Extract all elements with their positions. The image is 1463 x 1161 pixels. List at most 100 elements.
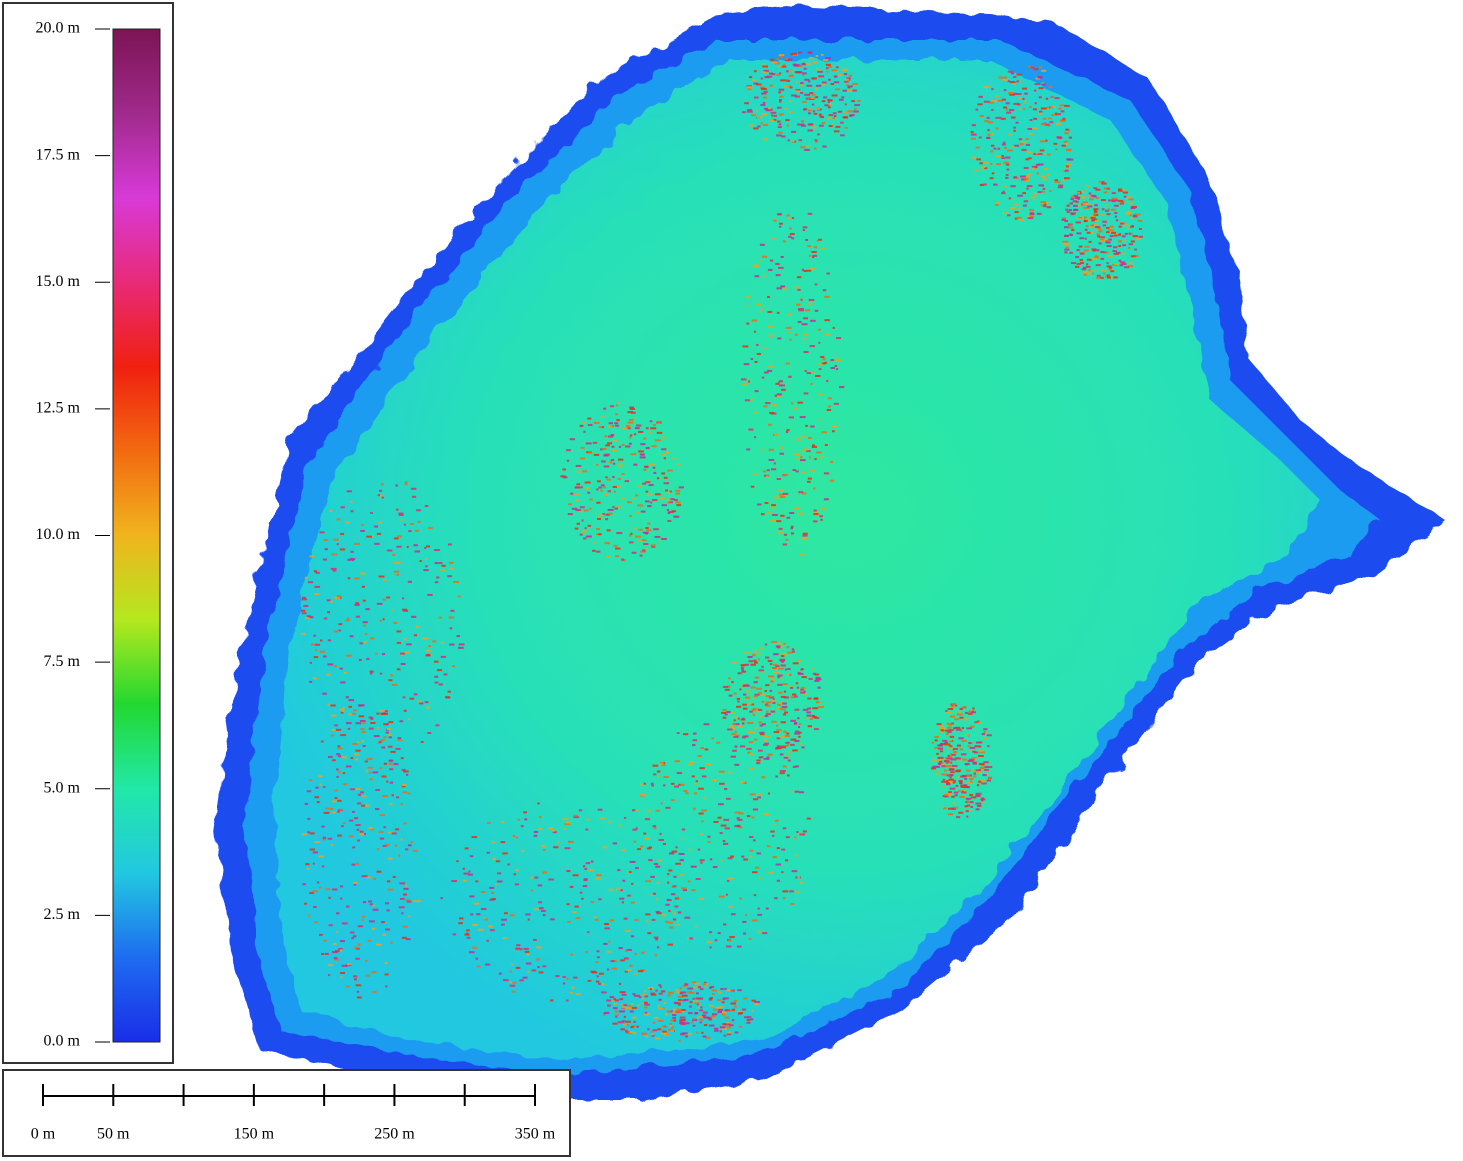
- vegetation-point: [758, 756, 762, 759]
- vegetation-point: [977, 103, 983, 106]
- vegetation-point: [938, 760, 943, 763]
- vegetation-point: [1064, 248, 1070, 251]
- vegetation-point: [333, 943, 337, 946]
- vegetation-point: [1002, 141, 1006, 144]
- vegetation-point: [402, 791, 408, 794]
- scale-label: 350 m: [515, 1126, 556, 1143]
- vegetation-point: [721, 1001, 725, 1004]
- vegetation-point: [796, 457, 801, 460]
- vegetation-point: [779, 225, 782, 228]
- vegetation-point: [786, 58, 793, 61]
- vegetation-point: [333, 630, 339, 633]
- vegetation-point: [347, 558, 352, 561]
- vegetation-point: [748, 124, 755, 127]
- vegetation-point: [624, 949, 628, 952]
- vegetation-point: [416, 509, 421, 512]
- vegetation-point: [370, 637, 375, 640]
- vegetation-point: [1083, 273, 1087, 276]
- vegetation-point: [1096, 233, 1100, 236]
- vegetation-point: [676, 1008, 682, 1011]
- vegetation-point: [815, 676, 821, 679]
- vegetation-point: [767, 268, 773, 271]
- vegetation-point: [795, 682, 799, 685]
- vegetation-point: [728, 939, 732, 942]
- vegetation-point: [1055, 148, 1058, 151]
- vegetation-point: [338, 629, 341, 632]
- vegetation-point: [972, 769, 976, 772]
- vegetation-point: [1114, 211, 1118, 214]
- vegetation-point: [799, 791, 805, 794]
- vegetation-point: [362, 901, 367, 904]
- vegetation-point: [614, 424, 619, 427]
- vegetation-point: [596, 950, 600, 953]
- vegetation-point: [787, 651, 793, 654]
- vegetation-point: [771, 834, 775, 837]
- vegetation-point: [394, 844, 398, 847]
- vegetation-point: [838, 98, 844, 101]
- vegetation-point: [952, 781, 956, 784]
- vegetation-point: [991, 99, 997, 102]
- vegetation-point: [1094, 255, 1098, 258]
- vegetation-point: [633, 433, 637, 436]
- vegetation-point: [600, 484, 605, 487]
- vegetation-point: [393, 621, 398, 624]
- vegetation-point: [1026, 215, 1030, 218]
- vegetation-point: [585, 951, 588, 954]
- vegetation-point: [672, 1013, 677, 1016]
- vegetation-point: [628, 534, 632, 537]
- vegetation-point: [1042, 117, 1047, 120]
- vegetation-point: [816, 451, 822, 454]
- vegetation-point: [782, 492, 789, 495]
- vegetation-point: [542, 871, 548, 874]
- vegetation-point: [761, 700, 765, 703]
- vegetation-point: [776, 478, 781, 481]
- vegetation-point: [354, 603, 360, 606]
- vegetation-point: [765, 402, 771, 405]
- vegetation-point: [611, 967, 617, 970]
- vegetation-point: [974, 745, 980, 748]
- vegetation-point: [945, 783, 951, 786]
- vegetation-point: [1108, 276, 1115, 279]
- vegetation-point: [809, 92, 813, 95]
- vegetation-point: [766, 710, 769, 713]
- vegetation-point: [778, 54, 785, 57]
- vegetation-point: [800, 298, 803, 301]
- vegetation-point: [952, 727, 956, 730]
- vegetation-point: [361, 918, 364, 921]
- vegetation-point: [1036, 212, 1042, 215]
- vegetation-point: [522, 976, 528, 979]
- vegetation-point: [327, 755, 333, 758]
- vegetation-point: [603, 465, 610, 468]
- vegetation-point: [303, 604, 309, 607]
- vegetation-point: [631, 551, 637, 554]
- vegetation-point: [377, 494, 381, 497]
- vegetation-point: [400, 654, 404, 657]
- vegetation-point: [663, 776, 669, 779]
- vegetation-point: [627, 894, 631, 897]
- vegetation-point: [981, 733, 985, 736]
- vegetation-point: [1013, 126, 1017, 129]
- vegetation-point: [413, 634, 417, 637]
- vegetation-point: [708, 1018, 713, 1021]
- vegetation-point: [389, 768, 394, 771]
- vegetation-point: [796, 303, 801, 306]
- vegetation-point: [652, 1021, 656, 1024]
- vegetation-point: [1029, 212, 1034, 215]
- vegetation-point: [732, 749, 737, 752]
- vegetation-point: [1013, 102, 1020, 105]
- vegetation-point: [759, 308, 764, 311]
- vegetation-point: [781, 653, 787, 656]
- vegetation-point: [818, 113, 822, 116]
- vegetation-point: [833, 130, 840, 133]
- vegetation-point: [480, 891, 486, 894]
- vegetation-point: [655, 809, 661, 812]
- vegetation-point: [1041, 83, 1046, 86]
- vegetation-point: [739, 745, 746, 748]
- vegetation-point: [777, 530, 783, 533]
- vegetation-point: [1025, 138, 1029, 141]
- vegetation-point: [548, 878, 554, 881]
- vegetation-point: [524, 818, 528, 821]
- vegetation-point: [815, 96, 819, 99]
- vegetation-point: [779, 95, 784, 98]
- vegetation-point: [536, 946, 542, 949]
